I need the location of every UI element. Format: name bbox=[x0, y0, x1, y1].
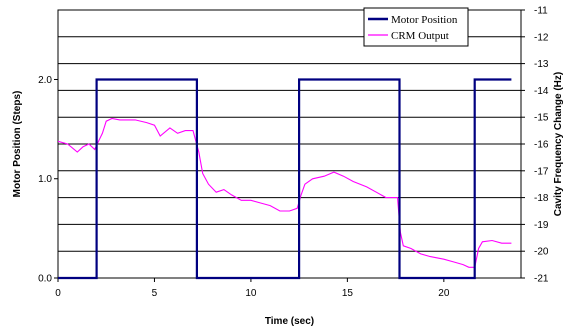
legend-label-motor-position: Motor Position bbox=[391, 14, 458, 26]
series-line-crm-output bbox=[57, 117, 512, 268]
right-y-tick-label: -11 bbox=[534, 6, 548, 17]
legend-box bbox=[363, 7, 469, 47]
left-y-tick-label: 0.0 bbox=[38, 274, 52, 285]
right-y-tick-label: -19 bbox=[534, 220, 549, 231]
left-y-tick-label: 1.0 bbox=[38, 174, 52, 185]
right-y-axis: -11 -12 -13 -14 -15 -16 -17 -18 -19 -20 -21 bbox=[521, 6, 549, 285]
x-tick-label: 10 bbox=[245, 288, 257, 299]
right-y-tick-label: -16 bbox=[534, 140, 549, 151]
x-tick-label: 5 bbox=[152, 288, 158, 299]
x-tick-label: 20 bbox=[438, 288, 450, 299]
legend: Motor Position CRM Output bbox=[363, 7, 469, 47]
left-y-axis: 0.0 1.0 2.0 bbox=[38, 75, 58, 285]
left-y-tick-label: 2.0 bbox=[38, 75, 52, 86]
x-axis: 0 5 10 15 20 bbox=[55, 278, 450, 299]
right-y-tick-label: -13 bbox=[534, 59, 549, 70]
right-y-axis-title: Cavity Frequency Change (Hz) bbox=[553, 72, 564, 216]
right-y-tick-label: -14 bbox=[534, 86, 549, 97]
right-y-tick-label: -18 bbox=[534, 193, 549, 204]
series-layer bbox=[57, 78, 512, 280]
right-y-tick-label: -17 bbox=[534, 166, 549, 177]
right-y-tick-label: -15 bbox=[534, 113, 549, 124]
x-tick-label: 15 bbox=[342, 288, 354, 299]
right-y-tick-label: -21 bbox=[534, 274, 549, 285]
x-tick-label: 0 bbox=[55, 288, 61, 299]
right-y-tick-label: -20 bbox=[534, 247, 549, 258]
right-y-tick-label: -12 bbox=[534, 32, 549, 43]
series-line-motor-position bbox=[58, 78, 512, 280]
left-y-axis-title: Motor Position (Steps) bbox=[12, 91, 23, 198]
legend-label-crm-output: CRM Output bbox=[391, 30, 449, 42]
gridlines bbox=[58, 9, 521, 279]
x-axis-title: Time (sec) bbox=[265, 316, 314, 327]
